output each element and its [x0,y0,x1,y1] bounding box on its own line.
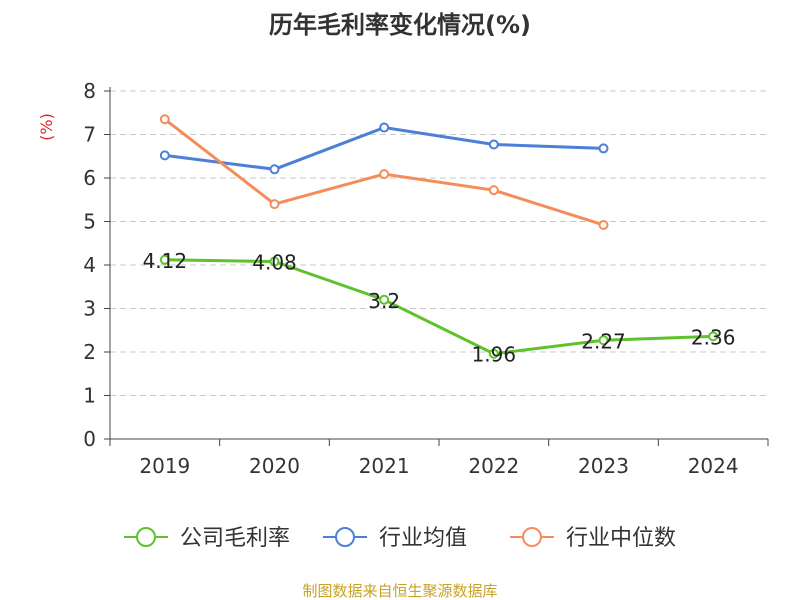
data-point [269,199,280,210]
data-point [159,150,170,161]
data-point [159,114,170,125]
y-tick-label: 3 [83,297,96,321]
x-tick-label: 2021 [359,454,410,478]
y-tick-label: 7 [83,123,96,147]
series-points [159,114,719,359]
y-axis-label: (%) [37,113,56,141]
legend-label-1: 公司毛利率 [180,526,290,551]
x-tick-label: 2019 [139,454,190,478]
data-label: 4.08 [252,251,297,275]
x-tick-label: 2024 [688,454,739,478]
series-line-1 [164,258,714,356]
data-point [379,122,390,133]
data-point [269,164,280,175]
series-lines [163,118,714,356]
legend-label-2: 行业均值 [379,526,467,551]
data-label: 2.36 [691,325,736,349]
chart-title: 历年毛利率变化情况(%) [269,11,531,39]
data-point [379,169,390,180]
y-tick-label: 6 [83,166,96,190]
data-label: 2.27 [581,329,626,353]
data-point [488,348,499,359]
data-point [598,219,609,230]
data-label: 3.2 [368,289,400,313]
data-point [269,256,280,267]
legend: 公司毛利率 行业均值 行业中位数 [124,526,676,551]
legend-marker-3 [522,527,542,547]
data-point [598,335,609,346]
series-line-2 [164,126,604,171]
data-point [488,139,499,150]
data-labels: 4.12 4.08 3.2 1.96 2.27 2.36 [143,249,736,367]
legend-marker-2 [335,527,355,547]
data-point [598,143,609,154]
x-tick-label: 2022 [468,454,519,478]
data-point [488,185,499,196]
y-tick-label: 2 [83,340,96,364]
y-tick-label: 0 [83,427,96,451]
y-tick-label: 4 [83,253,96,277]
data-label: 1.96 [472,343,517,367]
legend-marker-1 [136,527,156,547]
data-point [379,294,390,305]
legend-label-3: 行业中位数 [566,526,676,551]
source-note: 制图数据来自恒生聚源数据库 [302,582,497,600]
data-point [708,331,719,342]
data-label: 4.12 [143,249,188,273]
axes: 0 1 2 3 4 5 6 7 8 2019 2020 2021 2022 2023 2024 [83,79,769,478]
y-tick-label: 5 [83,210,96,234]
x-tick-label: 2023 [578,454,629,478]
y-tick-label: 1 [83,384,96,408]
data-point [159,254,170,265]
y-tick-label: 8 [83,79,96,103]
x-tick-label: 2020 [249,454,300,478]
